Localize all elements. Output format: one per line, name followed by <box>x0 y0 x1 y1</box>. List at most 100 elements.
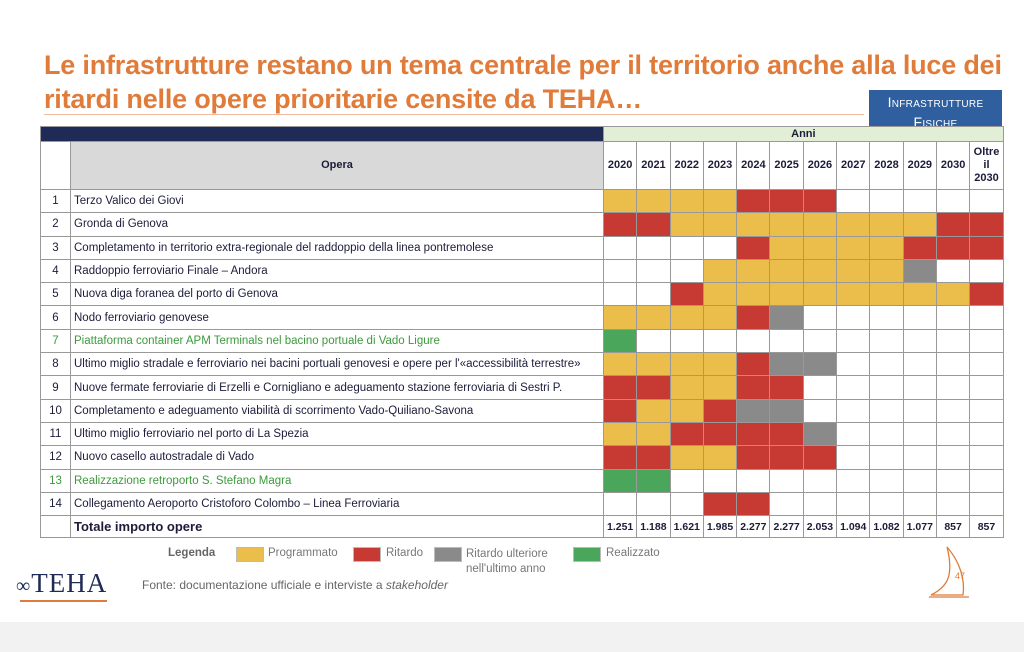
timeline-cell <box>935 188 971 214</box>
timeline-cell <box>969 188 1004 214</box>
timeline-cell <box>802 235 838 260</box>
timeline-cell <box>869 188 904 214</box>
legend-title: Legenda <box>168 547 216 559</box>
timeline-cell <box>935 282 971 307</box>
timeline-cell <box>736 375 771 400</box>
table-row: 2 Gronda di Genova <box>40 212 1004 237</box>
table-row: 8 Ultimo miglio stradale e ferroviario ne… <box>40 352 1004 377</box>
timeline-cell <box>769 375 804 400</box>
timeline-cell <box>669 445 704 470</box>
timeline-cell <box>702 328 738 354</box>
opera-name: Ultimo miglio stradale e ferroviario nei… <box>70 352 604 377</box>
row-number: 4 <box>40 258 71 284</box>
timeline-cell <box>702 235 738 260</box>
teha-logo: ∞TEHA <box>16 568 108 602</box>
timeline-cell <box>769 491 804 517</box>
table-row: 9 Nuove fermate ferroviarie di Erzelli e … <box>40 375 1004 400</box>
total-value: 1.621 <box>669 515 704 539</box>
timeline-cell <box>669 305 704 330</box>
timeline-cell <box>769 328 804 354</box>
timeline-cell <box>636 352 671 377</box>
timeline-cell <box>869 282 904 307</box>
timeline-cell <box>669 282 704 307</box>
timeline-cell <box>636 328 671 354</box>
timeline-cell <box>769 282 804 307</box>
legend-label-realizzato: Realizzato <box>606 547 660 559</box>
timeline-cell <box>802 328 838 354</box>
page-number: 47 <box>955 571 966 581</box>
timeline-cell <box>736 328 771 354</box>
table-row: 5 Nuova diga foranea del porto di Genova <box>40 282 1004 307</box>
timeline-cell <box>902 258 937 284</box>
timeline-cell <box>636 375 671 400</box>
logo-text: TEHA <box>31 568 108 598</box>
timeline-cell <box>802 282 838 307</box>
timeline-cell <box>902 491 937 517</box>
opera-name: Piattaforma container APM Terminals nel … <box>70 328 604 354</box>
timeline-cell <box>969 328 1004 354</box>
timeline-cell <box>736 491 771 517</box>
opera-name: Collegamento Aeroporto Cristoforo Colomb… <box>70 491 604 517</box>
timeline-cell <box>802 491 838 517</box>
timeline-cell <box>869 398 904 423</box>
timeline-cell <box>836 398 871 423</box>
total-value: 1.188 <box>636 515 671 539</box>
row-number: 14 <box>40 491 71 517</box>
timeline-cell <box>836 352 871 377</box>
timeline-cell <box>902 305 937 330</box>
timeline-cell <box>602 445 638 470</box>
timeline-cell <box>702 398 738 423</box>
timeline-cell <box>902 375 937 400</box>
total-value: 2.277 <box>736 515 771 539</box>
timeline-cell <box>836 258 871 284</box>
timeline-cell <box>935 235 971 260</box>
table-row: 6 Nodo ferroviario genovese <box>40 305 1004 330</box>
total-label: Totale importo opere <box>70 515 604 539</box>
timeline-cell <box>602 282 638 307</box>
year-header: 2021 <box>636 141 671 190</box>
timeline-cell <box>836 305 871 330</box>
timeline-cell <box>969 491 1004 517</box>
timeline-cell <box>602 212 638 237</box>
timeline-cell <box>935 491 971 517</box>
timeline-cell <box>802 188 838 214</box>
total-value: 1.985 <box>702 515 738 539</box>
timeline-cell <box>969 468 1004 493</box>
row-number: 1 <box>40 188 71 214</box>
timeline-cell <box>802 375 838 400</box>
opera-name: Nuove fermate ferroviarie di Erzelli e C… <box>70 375 604 400</box>
timeline-cell <box>836 328 871 354</box>
year-header: 2025 <box>769 141 804 190</box>
opera-name: Realizzazione retroporto S. Stefano Magr… <box>70 468 604 493</box>
total-number <box>40 515 71 539</box>
year-header: 2023 <box>702 141 738 190</box>
total-value: 2.053 <box>802 515 838 539</box>
timeline-cell <box>702 468 738 493</box>
timeline-cell <box>769 188 804 214</box>
row-number: 12 <box>40 445 71 470</box>
timeline-cell <box>869 258 904 284</box>
legend-label-ritardo: Ritardo <box>386 547 424 559</box>
timeline-cell <box>902 212 937 237</box>
timeline-cell <box>902 328 937 354</box>
timeline-cell <box>935 258 971 284</box>
source-note: Fonte: documentazione ufficiale e interv… <box>142 578 448 592</box>
timeline-cell <box>802 352 838 377</box>
legend-swatch-ritardo <box>353 547 381 562</box>
timeline-cell <box>602 491 638 517</box>
timeline-cell <box>902 282 937 307</box>
timeline-cell <box>669 491 704 517</box>
year-header: 2020 <box>602 141 638 190</box>
number-header <box>40 141 71 190</box>
total-value: 1.077 <box>902 515 937 539</box>
timeline-cell <box>702 212 738 237</box>
timeline-cell <box>669 421 704 447</box>
timeline-cell <box>935 468 971 493</box>
timeline-cell <box>969 398 1004 423</box>
slide: Le infrastrutture restano un tema centra… <box>0 0 1024 622</box>
timeline-cell <box>836 235 871 260</box>
row-number: 8 <box>40 352 71 377</box>
table-row: 4 Raddoppio ferroviario Finale – Andora <box>40 258 1004 284</box>
timeline-cell <box>736 445 771 470</box>
timeline-cell <box>702 352 738 377</box>
